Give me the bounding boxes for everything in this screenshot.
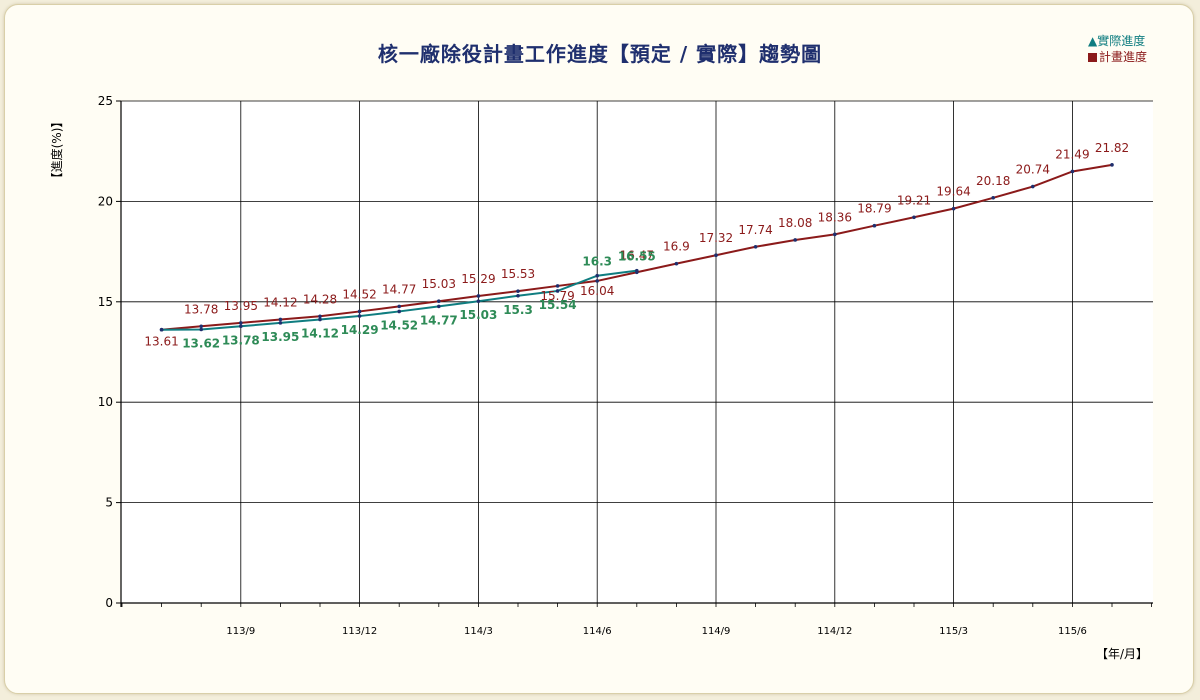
actual-data-label: 14.52 <box>380 318 418 332</box>
plan-series-point <box>1070 169 1075 174</box>
plan-data-label: 14.28 <box>303 292 337 306</box>
actual-data-label: 13.62 <box>182 337 220 351</box>
plan-data-label: 18.79 <box>857 202 891 216</box>
plan-series-point <box>199 324 203 329</box>
plan-data-label: 13.95 <box>224 299 258 313</box>
plan-data-label: 16.47 <box>620 248 654 262</box>
plan-data-label: 14.77 <box>382 282 416 296</box>
plan-data-label: 21.49 <box>1055 147 1089 161</box>
legend-item-plan: 計畫進度 <box>1088 49 1147 65</box>
x-tick-label: 114/6 <box>583 626 612 637</box>
plan-data-label: 20.74 <box>1016 163 1050 177</box>
legend-item-actual: ▲實際進度 <box>1088 33 1147 49</box>
y-tick-label: 15 <box>98 295 113 309</box>
actual-data-label: 14.12 <box>301 326 339 340</box>
x-tick-label: 114/3 <box>464 626 493 637</box>
plan-series-point <box>278 317 283 322</box>
actual-series-point <box>516 293 520 298</box>
actual-series-point <box>555 289 560 293</box>
plan-data-label: 15.53 <box>501 267 535 281</box>
actual-series-point <box>476 299 481 303</box>
legend-label-actual: ▲實際進度 <box>1088 34 1146 48</box>
actual-series-point <box>278 321 283 325</box>
actual-series-point <box>595 273 599 278</box>
plan-data-label: 14.12 <box>263 295 297 309</box>
actual-data-label: 15.03 <box>459 308 497 322</box>
plan-data-label: 21.82 <box>1095 141 1129 155</box>
plan-data-label: 16.04 <box>580 284 614 298</box>
plan-data-label: 18.36 <box>818 210 852 224</box>
y-tick-label: 25 <box>98 94 113 108</box>
x-tick-label: 115/3 <box>939 626 968 637</box>
actual-series-point <box>159 327 164 332</box>
legend-swatch-plan <box>1088 52 1097 62</box>
plan-series-point <box>397 304 402 309</box>
plan-series-point <box>833 232 837 237</box>
plan-data-label: 15.79 <box>540 289 574 303</box>
plan-series-point <box>912 215 916 220</box>
x-tick-label: 114/12 <box>817 626 852 637</box>
y-tick-label: 5 <box>105 496 113 510</box>
actual-data-label: 15.3 <box>503 303 533 317</box>
actual-series-point <box>397 309 402 314</box>
legend-label-plan: 計畫進度 <box>1099 50 1148 64</box>
plan-series-point <box>1110 163 1114 167</box>
actual-data-label: 14.29 <box>341 323 379 337</box>
actual-data-label: 15.54 <box>539 298 577 312</box>
plan-data-label: 17.32 <box>699 231 733 245</box>
actual-data-label: 13.95 <box>261 330 299 344</box>
y-tick-label: 10 <box>98 395 113 409</box>
x-axis-label: 【年/月】 <box>1096 647 1149 661</box>
plan-series-point <box>357 309 362 314</box>
plan-data-label: 15.03 <box>422 277 456 291</box>
plan-series-point <box>714 253 718 258</box>
plan-series-point <box>793 238 797 242</box>
actual-data-label: 16.55 <box>618 250 656 264</box>
actual-series-point <box>635 268 639 273</box>
actual-data-label: 14.77 <box>420 313 458 327</box>
plan-series-point <box>674 261 679 266</box>
actual-series-point <box>199 327 203 332</box>
actual-series-point <box>239 324 243 329</box>
plan-series-point <box>476 294 481 298</box>
plan-series-point <box>437 299 441 303</box>
plot-area <box>121 101 1153 603</box>
chart-title: 核一廠除役計畫工作進度【預定 / 實際】趨勢圖 <box>377 42 823 66</box>
y-tick-label: 20 <box>98 194 113 208</box>
x-tick-label: 115/6 <box>1058 626 1087 637</box>
plan-series-point <box>872 223 877 228</box>
plan-series-point <box>516 289 520 293</box>
plan-series-point <box>595 279 599 283</box>
plan-series-point <box>753 244 758 249</box>
actual-data-label: 13.78 <box>222 333 260 347</box>
plan-data-label: 14.52 <box>342 287 376 301</box>
plan-series-point <box>991 195 995 200</box>
x-tick-label: 113/9 <box>226 626 255 637</box>
y-tick-label: 0 <box>105 596 113 610</box>
actual-series-point <box>318 317 322 322</box>
plan-data-label: 18.08 <box>778 216 812 230</box>
plan-data-label: 15.29 <box>461 272 495 286</box>
actual-series-point <box>357 314 362 318</box>
plan-series-point <box>239 321 243 325</box>
plan-data-label: 19.64 <box>936 185 970 199</box>
plan-data-label: 20.18 <box>976 174 1010 188</box>
plan-series-point <box>555 284 560 288</box>
plan-series-point <box>318 314 322 319</box>
x-tick-label: 113/12 <box>342 626 377 637</box>
plan-series-point <box>951 206 956 211</box>
plan-data-label: 16.9 <box>663 240 690 254</box>
actual-series-point <box>437 304 441 309</box>
actual-data-label: 16.3 <box>582 255 612 269</box>
plan-data-label: 19.21 <box>897 193 931 207</box>
plan-data-label: 13.61 <box>144 335 178 349</box>
plan-data-label: 17.74 <box>738 223 772 237</box>
plan-data-label: 13.78 <box>184 302 218 316</box>
plan-series-point <box>1031 184 1035 189</box>
x-tick-label: 114/9 <box>702 626 731 637</box>
chart-legend: ▲實際進度 計畫進度 <box>1088 33 1147 65</box>
